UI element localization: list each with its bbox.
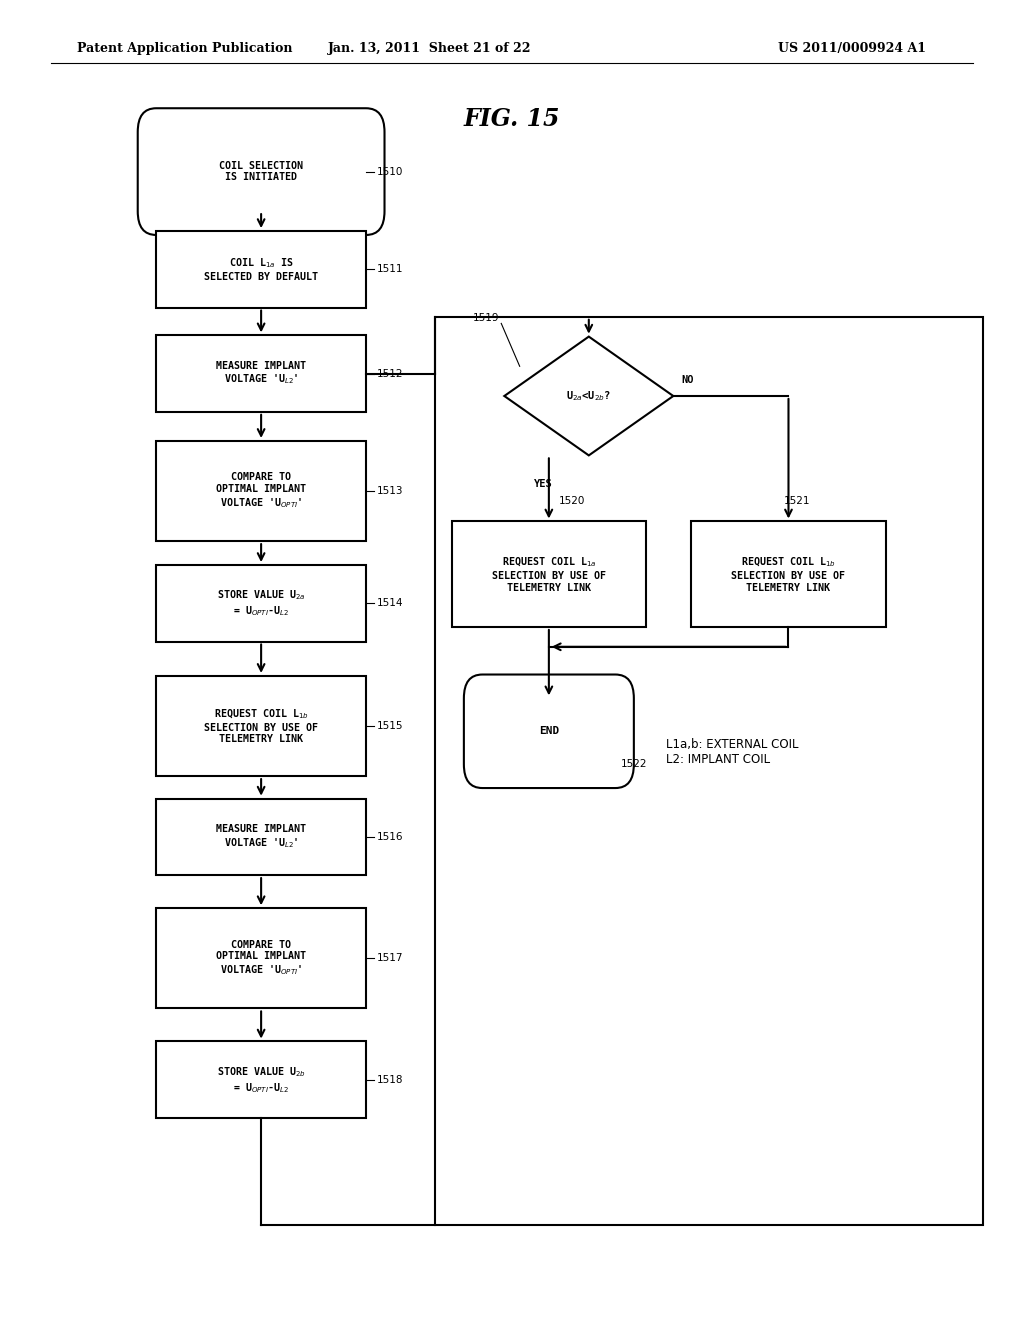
FancyBboxPatch shape (157, 1041, 367, 1118)
FancyBboxPatch shape (691, 521, 886, 627)
Text: 1510: 1510 (377, 166, 402, 177)
Text: END: END (539, 726, 559, 737)
Text: STORE VALUE U$_{2b}$
= U$_{OPTI}$-U$_{L2}$: STORE VALUE U$_{2b}$ = U$_{OPTI}$-U$_{L2… (217, 1065, 305, 1094)
Polygon shape (504, 337, 674, 455)
Text: 1513: 1513 (377, 486, 402, 496)
Text: 1521: 1521 (783, 495, 810, 506)
FancyBboxPatch shape (452, 521, 646, 627)
Text: REQUEST COIL L$_{1a}$
SELECTION BY USE OF
TELEMETRY LINK: REQUEST COIL L$_{1a}$ SELECTION BY USE O… (492, 556, 606, 593)
Text: COIL SELECTION
IS INITIATED: COIL SELECTION IS INITIATED (219, 161, 303, 182)
Text: Patent Application Publication: Patent Application Publication (77, 42, 292, 55)
FancyBboxPatch shape (464, 675, 634, 788)
Text: 1522: 1522 (621, 759, 647, 770)
FancyBboxPatch shape (157, 231, 367, 308)
Text: STORE VALUE U$_{2a}$
= U$_{OPTI}$-U$_{L2}$: STORE VALUE U$_{2a}$ = U$_{OPTI}$-U$_{L2… (217, 589, 305, 618)
Text: 1514: 1514 (377, 598, 402, 609)
FancyBboxPatch shape (157, 335, 367, 412)
Text: 1520: 1520 (559, 495, 586, 506)
Text: COIL L$_{1a}$ IS
SELECTED BY DEFAULT: COIL L$_{1a}$ IS SELECTED BY DEFAULT (204, 256, 318, 282)
FancyBboxPatch shape (138, 108, 385, 235)
Text: 1512: 1512 (377, 368, 402, 379)
Text: 1511: 1511 (377, 264, 402, 275)
Text: 1516: 1516 (377, 832, 402, 842)
Text: REQUEST COIL L$_{1b}$
SELECTION BY USE OF
TELEMETRY LINK: REQUEST COIL L$_{1b}$ SELECTION BY USE O… (204, 708, 318, 744)
Text: 1519: 1519 (473, 313, 499, 323)
FancyBboxPatch shape (157, 565, 367, 642)
Text: 1515: 1515 (377, 721, 402, 731)
Text: REQUEST COIL L$_{1b}$
SELECTION BY USE OF
TELEMETRY LINK: REQUEST COIL L$_{1b}$ SELECTION BY USE O… (731, 556, 846, 593)
Text: NO: NO (682, 375, 694, 385)
Text: COMPARE TO
OPTIMAL IMPLANT
VOLTAGE 'U$_{OPTI}$': COMPARE TO OPTIMAL IMPLANT VOLTAGE 'U$_{… (216, 473, 306, 510)
Text: Jan. 13, 2011  Sheet 21 of 22: Jan. 13, 2011 Sheet 21 of 22 (329, 42, 531, 55)
Text: COMPARE TO
OPTIMAL IMPLANT
VOLTAGE 'U$_{OPTI}$': COMPARE TO OPTIMAL IMPLANT VOLTAGE 'U$_{… (216, 940, 306, 977)
FancyBboxPatch shape (157, 908, 367, 1008)
Text: MEASURE IMPLANT
VOLTAGE 'U$_{L2}$': MEASURE IMPLANT VOLTAGE 'U$_{L2}$' (216, 360, 306, 387)
Text: MEASURE IMPLANT
VOLTAGE 'U$_{L2}$': MEASURE IMPLANT VOLTAGE 'U$_{L2}$' (216, 824, 306, 850)
Text: FIG. 15: FIG. 15 (464, 107, 560, 131)
Text: 1518: 1518 (377, 1074, 402, 1085)
Text: L1a,b: EXTERNAL COIL
L2: IMPLANT COIL: L1a,b: EXTERNAL COIL L2: IMPLANT COIL (666, 738, 798, 767)
FancyBboxPatch shape (157, 676, 367, 776)
Text: U$_{2a}$<U$_{2b}$?: U$_{2a}$<U$_{2b}$? (566, 389, 611, 403)
Text: US 2011/0009924 A1: US 2011/0009924 A1 (778, 42, 927, 55)
FancyBboxPatch shape (157, 441, 367, 541)
Text: 1517: 1517 (377, 953, 402, 964)
Text: YES: YES (535, 479, 553, 490)
FancyBboxPatch shape (157, 799, 367, 875)
